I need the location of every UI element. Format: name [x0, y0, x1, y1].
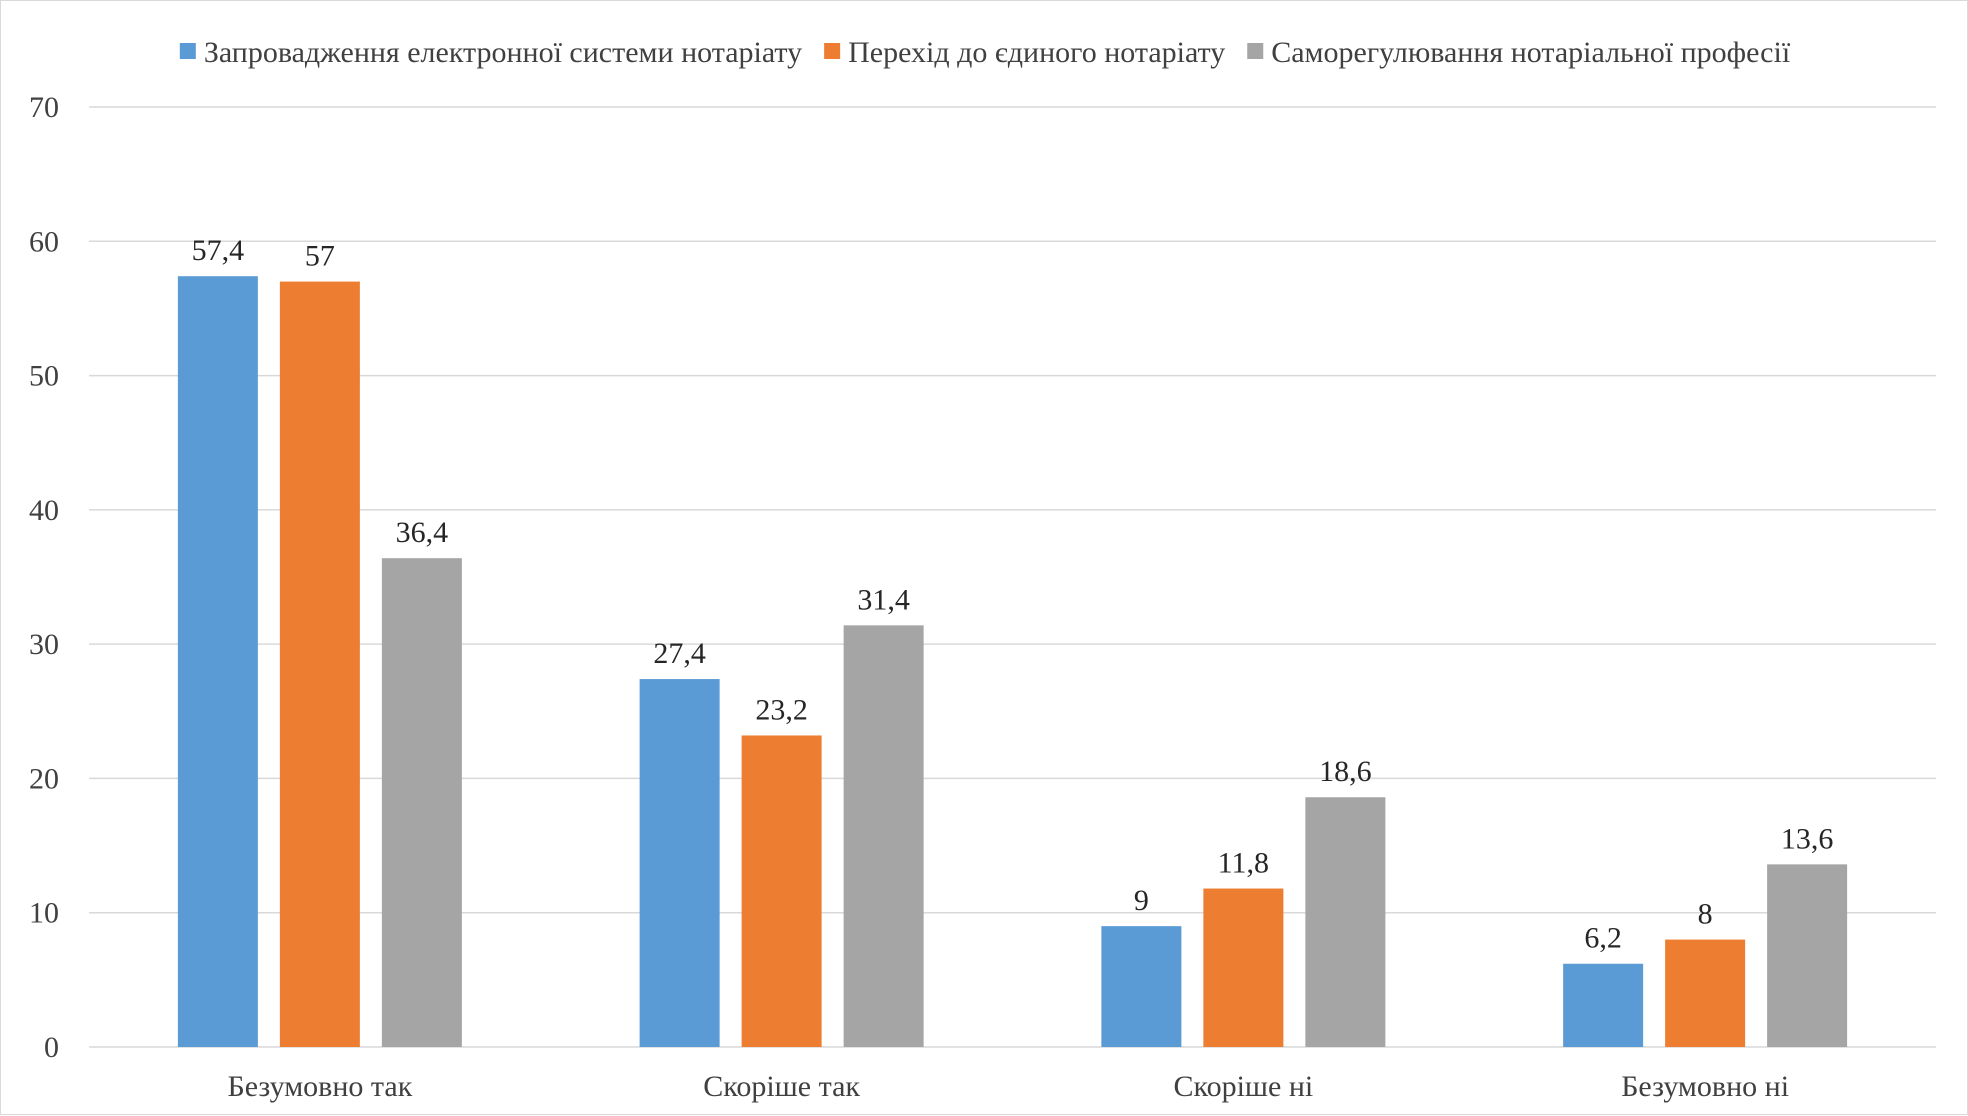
x-category-label: Скоріше ні [1174, 1070, 1314, 1103]
bar [279, 281, 360, 1048]
y-tick-label: 60 [29, 225, 59, 258]
legend-swatch [179, 43, 196, 59]
data-label: 9 [1134, 884, 1149, 917]
data-label: 11,8 [1218, 847, 1269, 880]
x-axis-category-labels: Безумовно так Скоріше так Скоріше ні Безумо… [227, 1070, 1789, 1103]
x-category-label: Скоріше так [703, 1070, 860, 1103]
bar [1203, 888, 1284, 1047]
y-tick-label: 40 [29, 494, 59, 527]
data-labels: 57,4 57 36,4 27,4 23,2 31,4 9 11,8 18,6 6,2 8 13,6 [192, 234, 1834, 955]
y-tick-label: 70 [29, 91, 59, 124]
data-label: 23,2 [755, 693, 808, 726]
legend-label: Запровадження електронної системи нотарі… [204, 36, 802, 69]
bar [741, 735, 822, 1047]
data-label: 57 [305, 240, 335, 273]
bar [639, 679, 720, 1047]
legend-label: Перехід до єдиного нотаріату [848, 36, 1225, 69]
y-tick-label: 50 [29, 360, 59, 393]
legend-swatch [1247, 43, 1264, 59]
legend-label: Саморегулювання нотаріальної професії [1271, 36, 1791, 69]
data-label: 31,4 [857, 583, 910, 616]
y-tick-label: 20 [29, 762, 59, 795]
y-tick-label: 30 [29, 628, 59, 661]
bar [177, 276, 258, 1047]
data-label: 6,2 [1584, 922, 1622, 955]
data-label: 8 [1698, 898, 1713, 931]
x-category-label: Безумовно так [227, 1070, 412, 1103]
gridlines [89, 106, 1936, 1048]
data-label: 36,4 [396, 516, 449, 549]
data-label: 13,6 [1781, 822, 1834, 855]
data-label: 57,4 [192, 234, 245, 267]
bar [1665, 939, 1746, 1047]
data-label: 27,4 [653, 637, 706, 670]
y-tick-label: 0 [44, 1031, 59, 1064]
bars [177, 276, 1848, 1048]
y-tick-label: 10 [29, 897, 59, 930]
bar [843, 625, 924, 1047]
bar [1305, 797, 1386, 1047]
bar [1767, 864, 1848, 1047]
bar [381, 558, 462, 1047]
data-label: 18,6 [1319, 755, 1372, 788]
legend: Запровадження електронної системи нотарі… [179, 36, 1791, 69]
legend-swatch [824, 43, 841, 59]
x-category-label: Безумовно ні [1621, 1070, 1789, 1103]
bar [1563, 963, 1644, 1047]
y-axis-tick-labels: 0 10 20 30 40 50 60 70 [29, 91, 59, 1064]
bar [1101, 926, 1182, 1047]
